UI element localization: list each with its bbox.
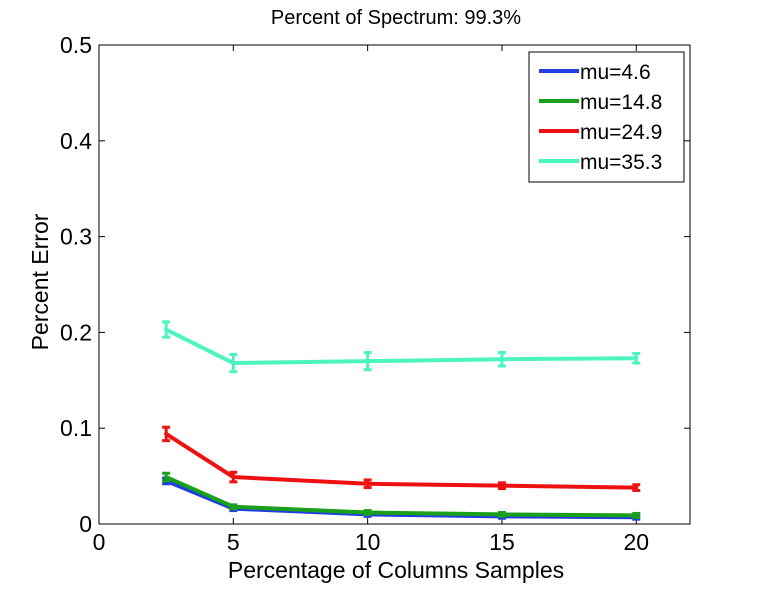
y-tick-label: 0.4	[60, 128, 92, 154]
series-layer	[162, 320, 641, 521]
data-point	[366, 482, 370, 486]
x-tick-label: 10	[355, 529, 381, 555]
x-tick-label: 5	[227, 529, 240, 555]
y-tick-label: 0.5	[60, 32, 92, 58]
series-mu=35.3	[162, 320, 641, 374]
data-point	[164, 328, 168, 332]
y-tick-label: 0	[79, 511, 92, 537]
data-point	[231, 361, 235, 365]
legend-label: mu=24.9	[580, 121, 662, 144]
legend-label: mu=35.3	[580, 151, 662, 174]
axis-ticks: 0 5 10 15 20 0 0.1 0.2 0.3 0.4 0.5	[60, 32, 690, 555]
legend-label: mu=4.6	[580, 61, 651, 84]
data-point	[366, 359, 370, 363]
series-mu=14.8	[162, 471, 641, 519]
y-tick-label: 0.2	[60, 319, 92, 345]
data-point	[500, 357, 504, 361]
x-axis-label: Percentage of Columns Samples	[228, 557, 564, 583]
y-axis-label: Percent Error	[27, 213, 53, 350]
data-point	[634, 356, 638, 360]
data-point	[164, 475, 168, 479]
x-tick-label: 0	[93, 529, 106, 555]
plot-border	[98, 44, 691, 525]
plot-frame	[98, 44, 691, 525]
y-tick-label: 0.1	[60, 415, 92, 441]
data-point	[500, 512, 504, 516]
data-point	[231, 505, 235, 509]
x-tick-label: 20	[623, 529, 649, 555]
legend: mu=4.6 mu=14.8 mu=24.9 mu=35.3	[528, 51, 685, 183]
data-point	[634, 513, 638, 517]
series-mu=24.9	[162, 425, 641, 492]
data-point	[231, 475, 235, 479]
chart-title: Percent of Spectrum: 99.3%	[271, 7, 521, 29]
data-point	[164, 432, 168, 436]
data-point	[500, 484, 504, 488]
x-tick-label: 15	[489, 529, 515, 555]
legend-label: mu=14.8	[580, 91, 662, 114]
data-point	[366, 511, 370, 515]
data-point	[634, 486, 638, 490]
y-tick-label: 0.3	[60, 224, 92, 250]
